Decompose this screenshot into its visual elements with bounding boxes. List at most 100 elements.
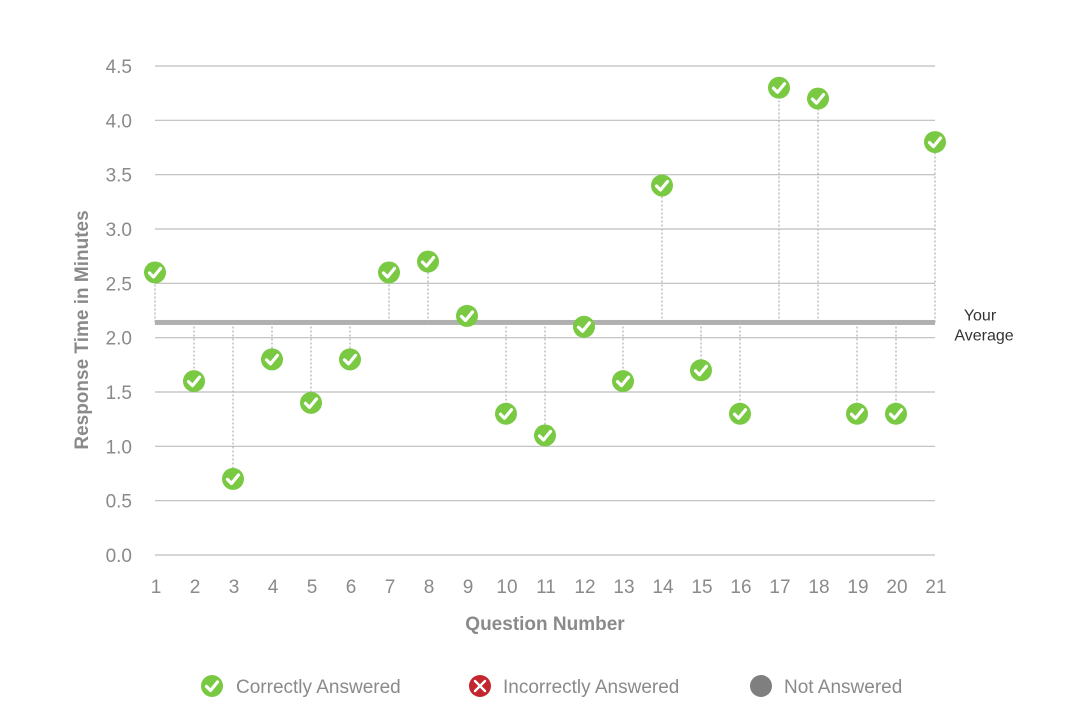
check-circle-bg [417,250,439,273]
check-mark [186,375,202,388]
check-mark [927,136,943,149]
y-tick-label: 4.0 [106,111,132,132]
check-circle-bg [144,261,166,284]
x-circle-icon [469,675,491,697]
data-point-correct [885,402,907,425]
check-circle-bg [573,315,595,338]
x-tick-label: 6 [346,577,357,598]
check-mark [381,266,397,279]
data-point-correct [222,467,244,490]
x-tick-label: 14 [652,577,674,598]
check-mark [459,310,475,323]
y-tick-label: 2.5 [106,274,132,295]
y-tick-label: 4.5 [106,57,132,78]
x-tick-label: 5 [307,577,318,598]
check-circle-bg [339,348,361,371]
x-axis-title: Question Number [465,614,625,635]
average-label-your: Your [964,307,997,324]
data-point-correct [690,359,712,382]
check-mark [420,256,436,268]
check-mark [693,364,709,377]
x-tick-label: 15 [691,577,712,598]
data-point-correct [495,402,517,425]
x-tick-label: 7 [385,577,396,598]
check-circle-bg [456,304,478,327]
average-label-average: Average [954,327,1013,344]
x-tick-label: 13 [613,577,634,598]
x-tick-label: 18 [808,577,829,598]
check-circle-bg [924,131,946,154]
stem-layer [154,87,936,479]
data-point-correct [183,370,205,393]
legend-label: Correctly Answered [236,677,401,698]
check-mark [342,353,358,366]
circle-icon [750,675,772,697]
y-tick-label: 3.5 [106,166,132,187]
x-tick-label: 1 [151,577,162,598]
y-tick-label: 1.5 [106,383,132,404]
check-circle-bg [300,391,322,414]
check-circle-bg [612,370,634,393]
check-mark [732,408,748,420]
data-point-correct [417,250,439,273]
legend-label: Incorrectly Answered [503,677,679,698]
x-tick-label: 2 [190,577,201,598]
data-point-correct [261,348,283,371]
y-axis-title: Response Time in Minutes [72,210,93,449]
legend-item: Incorrectly Answered [469,675,679,698]
x-tick-label: 11 [536,577,556,598]
x-tick-label: 21 [925,577,946,598]
legend: Correctly Answered Incorrectly Answered No… [201,675,902,698]
data-point-correct [300,391,322,414]
x-tick-label: 20 [886,577,907,598]
legend-label: Not Answered [784,677,902,698]
x-tick-label: 3 [229,577,240,598]
data-point-correct [378,261,400,284]
y-tick-labels: 0.0 0.5 1.0 1.5 2.0 2.5 3.0 3.5 4.0 4.5 [106,57,132,567]
check-circle-bg [378,261,400,284]
check-mark [225,473,241,486]
check-mark [810,93,826,105]
check-mark [303,397,319,409]
x-tick-label: 8 [424,577,435,598]
point-layer [144,76,946,490]
check-mark [576,321,592,333]
check-circle-bg [768,76,790,99]
check-circle-bg [495,402,517,425]
legend-item: Correctly Answered [201,675,401,698]
data-point-correct [456,304,478,327]
x-tick-label: 16 [730,577,751,598]
check-mark [498,408,514,420]
check-circle-bg [183,370,205,393]
check-circle-bg [261,348,283,371]
check-mark [204,680,220,693]
data-point-correct [144,261,166,284]
check-mark [888,408,904,420]
data-point-correct [807,87,829,110]
check-mark [849,408,865,420]
data-point-correct [339,348,361,371]
grid-layer [155,65,935,556]
check-circle-icon [201,675,223,697]
check-circle-bg [222,467,244,490]
x-tick-label: 9 [463,577,474,598]
x-tick-labels: 1 2 3 4 5 6 7 8 9 10 11 12 13 14 15 16 17 18 19 20 21 [151,577,947,598]
check-circle-bg [885,402,907,425]
legend-item: Not Answered [750,675,902,698]
x-tick-label: 17 [769,577,790,598]
check-circle-bg [729,402,751,425]
check-circle-bg [846,402,868,425]
y-tick-label: 2.0 [106,329,132,350]
x-tick-label: 19 [847,577,868,598]
x-tick-label: 4 [268,577,279,598]
check-mark [537,429,553,442]
data-point-correct [924,131,946,154]
data-point-correct [534,424,556,447]
check-circle-bg [690,359,712,382]
check-mark [147,266,163,279]
x-tick-label: 10 [496,577,517,598]
check-circle-bg [201,675,223,697]
y-tick-label: 1.0 [106,437,132,458]
